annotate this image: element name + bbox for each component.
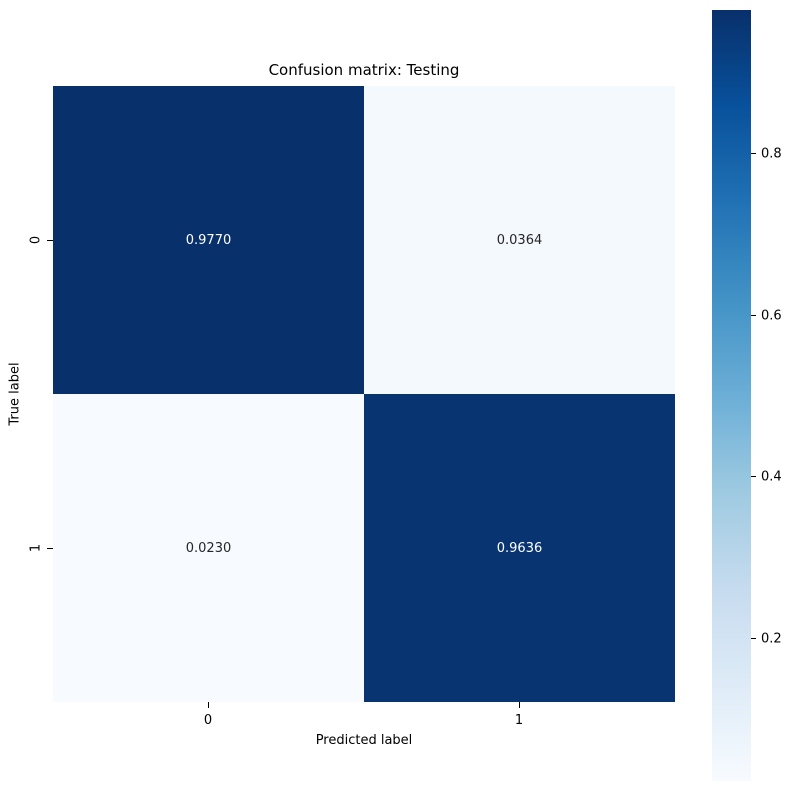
heatmap: 0.9770 0.0364 0.0230 0.9636 bbox=[53, 86, 675, 702]
colorbar-tick-label: 0.6 bbox=[761, 308, 782, 324]
chart-title: Confusion matrix: Testing bbox=[268, 61, 460, 79]
colorbar-tick-mark bbox=[751, 638, 756, 639]
x-tick-label: 0 bbox=[203, 713, 213, 728]
colorbar-tick-mark bbox=[751, 315, 756, 316]
x-tick-mark bbox=[208, 702, 209, 708]
colorbar-tick-mark bbox=[751, 476, 756, 477]
colorbar-tick-label: 0.4 bbox=[761, 469, 782, 485]
y-tick-mark bbox=[47, 548, 53, 549]
y-tick-mark bbox=[47, 240, 53, 241]
cell-value: 0.9770 bbox=[185, 232, 232, 248]
heatmap-cell-true1-pred0: 0.0230 bbox=[53, 394, 364, 702]
colorbar-tick-label: 0.8 bbox=[761, 146, 782, 162]
y-tick-label: 0 bbox=[28, 235, 44, 245]
colorbar-gradient bbox=[712, 10, 751, 781]
heatmap-cell-true0-pred1: 0.0364 bbox=[364, 86, 675, 394]
cell-value: 0.0364 bbox=[496, 232, 543, 248]
x-tick-mark bbox=[519, 702, 520, 708]
cell-value: 0.9636 bbox=[496, 540, 543, 556]
colorbar-tick-mark bbox=[751, 153, 756, 154]
colorbar-tick-label: 0.2 bbox=[761, 631, 782, 647]
x-axis-label: Predicted label bbox=[315, 733, 413, 748]
y-tick-label: 1 bbox=[28, 543, 44, 553]
cell-value: 0.0230 bbox=[185, 540, 232, 556]
y-axis-label: True label bbox=[7, 362, 23, 426]
heatmap-cell-true0-pred0: 0.9770 bbox=[53, 86, 364, 394]
heatmap-cell-true1-pred1: 0.9636 bbox=[364, 394, 675, 702]
x-tick-label: 1 bbox=[514, 713, 524, 728]
